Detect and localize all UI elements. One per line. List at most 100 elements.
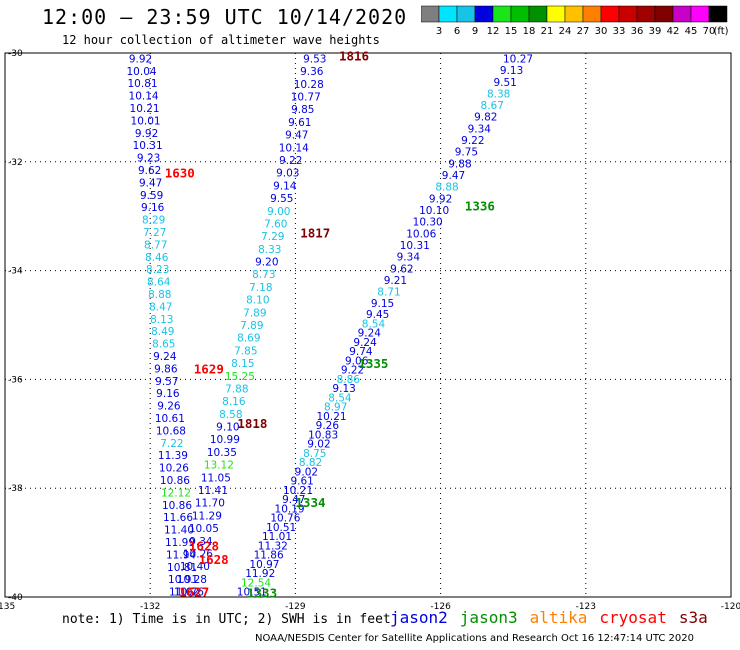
wave-height-point: 9.61 bbox=[290, 476, 313, 488]
color-scale-tick: 42 bbox=[667, 26, 680, 37]
satellite-name-s3a: s3a bbox=[678, 608, 708, 627]
wave-height-point: 9.36 bbox=[300, 66, 324, 78]
wave-height-point: 8.23 bbox=[146, 264, 169, 276]
wave-height-point: 9.10 bbox=[216, 422, 239, 434]
wave-height-point: 9.62 bbox=[390, 263, 413, 275]
satellite-legend: jason2 jason3 altika cryosat s3a bbox=[390, 608, 720, 627]
wave-height-point: 10.06 bbox=[406, 228, 436, 240]
wave-height-point: 8.88 bbox=[435, 182, 458, 194]
wave-height-point: 10.91 bbox=[168, 574, 198, 586]
wave-height-point: 9.53 bbox=[303, 53, 326, 65]
satellite-name-jason2: jason2 bbox=[390, 608, 448, 627]
wave-height-point: 11.92 bbox=[245, 568, 275, 580]
wave-height-point: 10.97 bbox=[249, 559, 279, 571]
wave-height-point: 8.10 bbox=[246, 295, 269, 307]
wave-height-point: 10.31 bbox=[400, 240, 430, 252]
wave-height-point: 11.99 bbox=[165, 537, 195, 549]
wave-height-point: 9.03 bbox=[276, 168, 299, 180]
wave-height-point: 10.26 bbox=[183, 548, 213, 560]
wave-height-point: 9.85 bbox=[291, 104, 314, 116]
wave-height-point: 9.02 bbox=[307, 439, 330, 451]
wave-height-point: 9.21 bbox=[384, 275, 407, 287]
wave-height-point: 10.21 bbox=[317, 411, 347, 423]
color-scale-tick: 9 bbox=[472, 26, 478, 37]
wave-height-point: 9.57 bbox=[155, 376, 178, 388]
wave-height-point: 9.26 bbox=[316, 420, 340, 432]
wave-height-point: 8.67 bbox=[481, 100, 504, 112]
wave-height-point: 10.51 bbox=[266, 522, 296, 534]
color-scale-tick: 30 bbox=[595, 26, 608, 37]
wave-height-point: 7.29 bbox=[261, 231, 284, 243]
color-scale-tick: 39 bbox=[649, 26, 662, 37]
wave-height-point: 9.24 bbox=[353, 337, 377, 349]
wave-height-point: 8.47 bbox=[149, 301, 172, 313]
wave-height-point: 10.76 bbox=[270, 513, 300, 525]
wave-height-point: 8.38 bbox=[487, 88, 510, 100]
wave-height-point: 11.70 bbox=[195, 498, 225, 510]
wave-height-point: 10.86 bbox=[162, 500, 192, 512]
wave-height-point: 8.54 bbox=[328, 392, 352, 404]
wave-height-point: 11.32 bbox=[258, 540, 288, 552]
color-scale-tick: 21 bbox=[541, 26, 554, 37]
wave-height-point: 9.51 bbox=[493, 77, 516, 89]
wave-height-point: 9.06 bbox=[345, 355, 369, 367]
wave-height-point: 7.85 bbox=[234, 345, 257, 357]
wave-height-point: 10.21 bbox=[283, 485, 313, 497]
wave-height-point: 10.86 bbox=[160, 475, 190, 487]
wave-height-point: 9.86 bbox=[154, 363, 178, 375]
x-tick-label: -120 bbox=[721, 602, 740, 610]
wave-height-point: 9.00 bbox=[267, 206, 290, 218]
pass-time-label: 1335 bbox=[358, 356, 388, 371]
wave-height-point: 8.46 bbox=[145, 252, 169, 264]
wave-height-point: 10.35 bbox=[207, 447, 237, 459]
wave-height-point: 8.58 bbox=[219, 409, 242, 421]
pass-time-label: 1630 bbox=[165, 166, 195, 181]
color-scale-tick: 70 bbox=[703, 26, 716, 37]
footer-credit: NOAA/NESDIS Center for Satellite Applica… bbox=[255, 633, 694, 644]
wave-height-point: 9.23 bbox=[137, 153, 160, 165]
wave-height-point: 11.40 bbox=[164, 525, 194, 537]
wave-height-point: 11.29 bbox=[192, 510, 222, 522]
wave-height-point: 9.20 bbox=[255, 257, 278, 269]
wave-height-point: 10.19 bbox=[275, 503, 305, 515]
wave-height-point: 9.24 bbox=[358, 328, 382, 340]
wave-height-point: 10.28 bbox=[177, 574, 207, 586]
wave-height-point: 9.55 bbox=[270, 193, 293, 205]
color-scale-unit: (ft) bbox=[713, 26, 728, 37]
color-scale-tick: 12 bbox=[487, 26, 500, 37]
wave-height-point: 10.04 bbox=[127, 66, 157, 78]
wave-height-point: 10.81 bbox=[128, 78, 158, 90]
y-tick-label: -38 bbox=[8, 484, 23, 494]
wave-height-point: 11.02 bbox=[169, 587, 199, 599]
wave-height-point: 9.24 bbox=[153, 351, 177, 363]
x-tick-label: -123 bbox=[576, 602, 596, 610]
wave-height-point: 9.88 bbox=[448, 158, 471, 170]
wave-height-point: 9.16 bbox=[141, 202, 165, 214]
wave-height-point: 10.01 bbox=[131, 115, 161, 127]
wave-height-point: 7.88 bbox=[225, 383, 248, 395]
satellite-name-cryosat: cryosat bbox=[599, 608, 667, 627]
wave-height-point: 9.92 bbox=[429, 193, 452, 205]
wave-height-point: 9.26 bbox=[157, 401, 181, 413]
wave-height-point: 9.92 bbox=[135, 128, 158, 140]
wave-height-point: 11.66 bbox=[163, 512, 193, 524]
wave-height-point: 10.40 bbox=[180, 561, 210, 573]
wave-height-point: 11.94 bbox=[166, 549, 196, 561]
wave-height-point: 8.86 bbox=[337, 374, 361, 386]
wave-height-point: 10.77 bbox=[291, 92, 321, 104]
wave-height-point: 9.75 bbox=[455, 147, 478, 159]
wave-height-point: 10.26 bbox=[159, 463, 189, 475]
pass-time-label: 1627 bbox=[179, 585, 209, 600]
pass-time-label: 1628 bbox=[189, 538, 219, 553]
wave-height-point: 9.74 bbox=[349, 346, 373, 358]
pass-time-label: 1816 bbox=[339, 49, 369, 64]
wave-height-point: 11.05 bbox=[201, 472, 231, 484]
wave-height-point: 9.34 bbox=[397, 252, 421, 264]
wave-height-point: 10.31 bbox=[133, 140, 163, 152]
pass-time-label: 1336 bbox=[465, 198, 495, 213]
wave-height-point: 10.30 bbox=[413, 217, 443, 229]
color-scale-swatch bbox=[708, 5, 728, 23]
wave-height-point: 8.71 bbox=[377, 287, 400, 299]
wave-height-point: 9.22 bbox=[341, 365, 364, 377]
wave-height-point: 9.34 bbox=[468, 123, 492, 135]
